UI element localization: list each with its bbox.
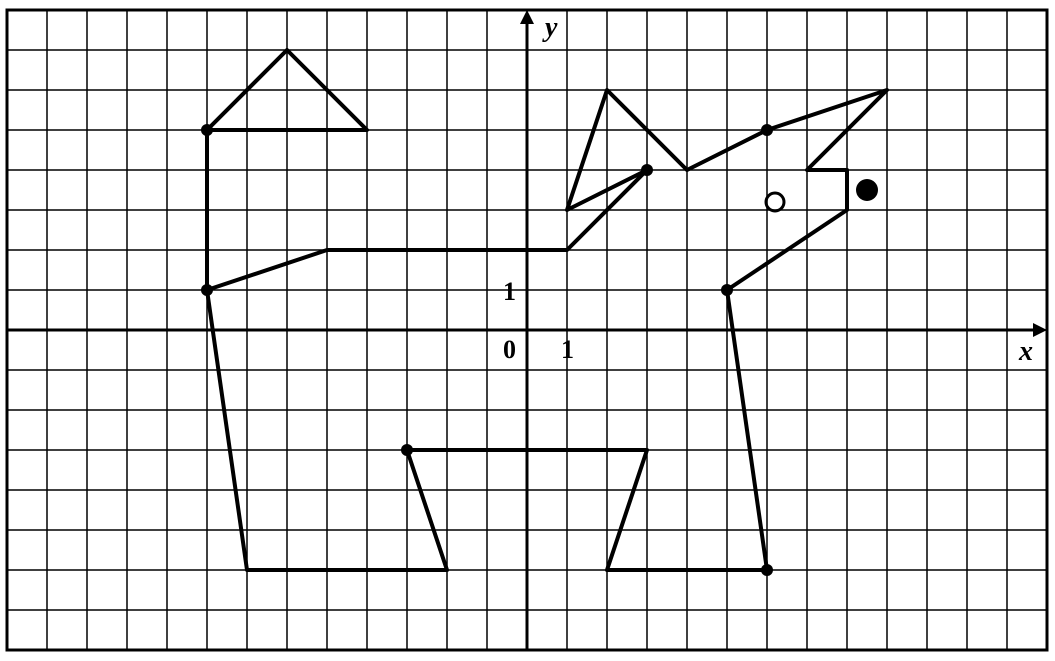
vertex-dot — [761, 564, 773, 576]
vertex-dot — [201, 124, 213, 136]
nose-dot — [856, 179, 878, 201]
vertex-dot — [721, 284, 733, 296]
vertex-dot — [201, 284, 213, 296]
x-unit-label: 1 — [561, 335, 574, 364]
vertex-dot — [761, 124, 773, 136]
y-unit-label: 1 — [503, 277, 516, 306]
origin-label: 0 — [503, 335, 516, 364]
y-axis-label: y — [542, 12, 558, 43]
plot-svg: y x 0 1 1 — [0, 0, 1055, 661]
vertex-dot — [401, 444, 413, 456]
vertex-dot — [641, 164, 653, 176]
coordinate-plot: y x 0 1 1 — [0, 0, 1055, 661]
x-axis-label: x — [1018, 336, 1033, 367]
